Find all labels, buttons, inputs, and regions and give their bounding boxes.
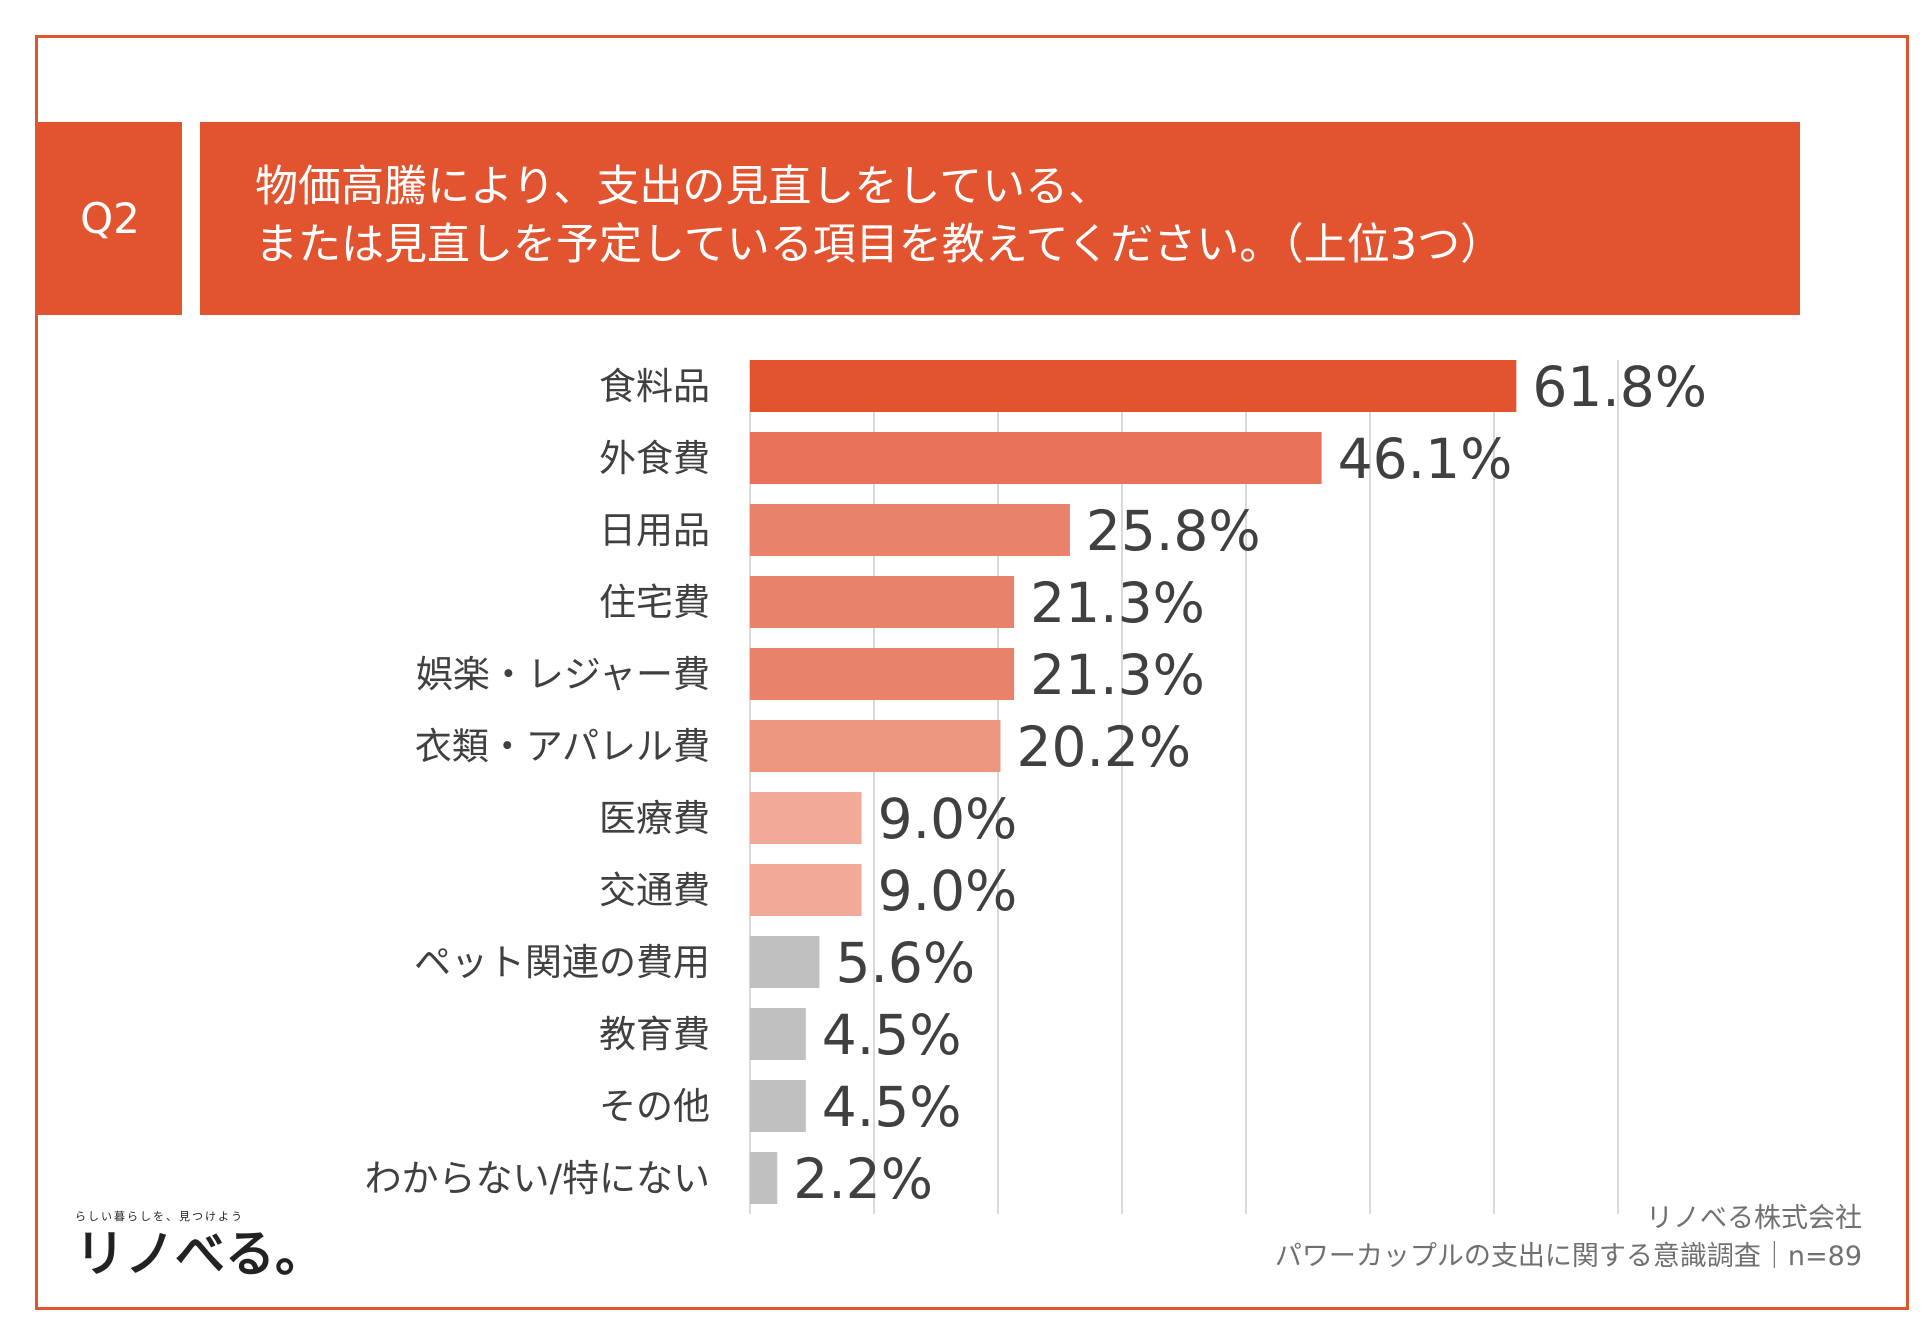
category-label: その他 [599,1085,710,1128]
logo-tagline: らしい暮らしを、見つけよう [75,1210,244,1223]
category-label: わからない/特にない [365,1157,710,1200]
bar [750,936,820,988]
value-label: 46.1% [1338,427,1513,491]
question-title-line2: または見直しを予定している項目を教えてください。（上位3つ） [255,220,1504,270]
bar [750,792,862,844]
bar [750,720,1001,772]
footer-source: リノべる株式会社 パワーカップルの支出に関する意識調査｜n=89 [1275,1200,1862,1276]
footer-company: リノべる株式会社 [1646,1203,1862,1234]
value-label: 2.2% [793,1147,933,1211]
value-label: 9.0% [878,787,1018,851]
category-label: 医療費 [599,797,710,840]
category-label: 外食費 [599,437,710,480]
category-label: 娯楽・レジャー費 [416,653,710,696]
bar [750,1008,806,1060]
value-label: 21.3% [1030,643,1205,707]
value-label: 4.5% [822,1003,962,1067]
bar [750,432,1322,484]
question-badge: Q2 [38,122,182,315]
question-title-line1: 物価高騰により、支出の見直しをしている、 [255,162,1112,212]
category-label: 食料品 [599,365,710,408]
category-label: 日用品 [599,509,710,552]
category-label: 交通費 [599,869,710,912]
bar [750,504,1070,556]
bar [750,360,1517,412]
bar [750,648,1015,700]
bar [750,864,862,916]
logo-name: リノべる。 [75,1225,325,1283]
bar [750,576,1015,628]
category-label: 教育費 [599,1013,710,1056]
value-label: 61.8% [1532,355,1707,419]
value-label: 9.0% [878,859,1018,923]
card-frame: Q2 物価高騰により、支出の見直しをしている、 または見直しを予定している項目を… [35,35,1909,1310]
category-label: 住宅費 [599,581,710,624]
value-label: 5.6% [835,931,975,995]
value-label: 21.3% [1030,571,1205,635]
question-title: 物価高騰により、支出の見直しをしている、 または見直しを予定している項目を教えて… [200,122,1800,315]
footer-survey: パワーカップルの支出に関する意識調査｜n=89 [1274,1241,1862,1272]
bar [750,1080,806,1132]
value-label: 4.5% [822,1075,962,1139]
value-label: 25.8% [1086,499,1261,563]
value-label: 20.2% [1016,715,1191,779]
company-logo: らしい暮らしを、見つけよう リノべる。 [75,1208,325,1284]
bar [750,1152,778,1204]
category-label: 衣類・アパレル費 [415,725,710,768]
category-label: ペット関連の費用 [414,941,710,984]
